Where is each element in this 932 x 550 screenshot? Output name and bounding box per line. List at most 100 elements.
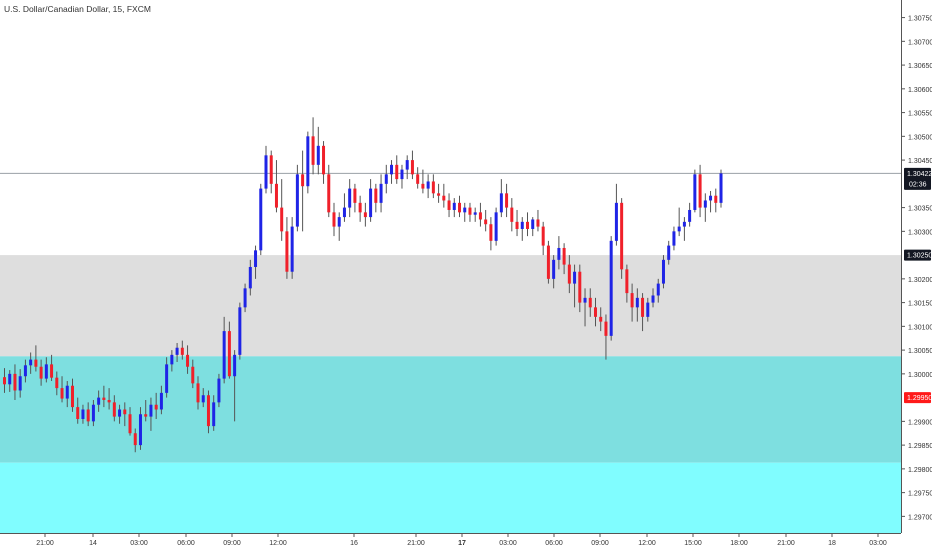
price-tag-bg [904, 392, 931, 404]
candle-body [452, 202, 456, 210]
candle-body [641, 297, 645, 317]
candle-body [86, 409, 90, 422]
candle-body [714, 195, 718, 203]
candle-body [274, 183, 278, 208]
candle-body [609, 240, 613, 336]
candle-body [489, 224, 493, 241]
candle-body [118, 409, 122, 417]
x-tick-label: 12:00 [269, 540, 287, 547]
price-tag-countdown: 02:36 [909, 181, 927, 188]
candle-body [661, 259, 665, 284]
candle-body [693, 174, 697, 210]
candle-body [254, 250, 258, 267]
candle-body [593, 307, 597, 317]
y-tick-label: 1.30750 [908, 16, 932, 23]
candle-body [81, 409, 85, 419]
candle-body [379, 183, 383, 203]
candle-body [280, 207, 284, 232]
candle-body [416, 174, 420, 184]
candle-body [285, 231, 289, 272]
candle-body [552, 259, 556, 279]
candle-body [60, 388, 64, 399]
candle-body [144, 414, 148, 417]
candle-body [458, 202, 462, 213]
candle-body [426, 181, 430, 189]
candle-body [515, 221, 519, 229]
candle-body [353, 188, 357, 203]
candle-body [29, 359, 33, 366]
candle-body [698, 174, 702, 208]
candle-body [322, 145, 326, 175]
candle-body [316, 145, 320, 165]
candle-body [238, 307, 242, 355]
candle-body [363, 212, 367, 218]
candle-body [463, 207, 467, 213]
candle-body [520, 221, 524, 229]
x-tick-label: 15:00 [684, 540, 702, 547]
candle-body [682, 221, 686, 227]
candle-body [562, 247, 566, 265]
y-tick-label: 1.29750 [908, 491, 932, 498]
x-tick-label: 17 [458, 540, 466, 547]
candle-body [400, 169, 404, 180]
price-tag: 1.29950 [904, 392, 932, 404]
candle-body [248, 266, 252, 289]
candle-body [473, 212, 477, 215]
price-tag-label: 1.29950 [907, 395, 932, 402]
candle-body [70, 385, 74, 408]
zone-rect [0, 255, 901, 357]
y-tick-label: 1.30100 [908, 324, 932, 331]
candle-body [243, 288, 247, 308]
y-tick-label: 1.30600 [908, 87, 932, 94]
y-tick-label: 1.29850 [908, 443, 932, 450]
candle-body [191, 366, 195, 384]
x-tick-label: 21:00 [36, 540, 54, 547]
candle-body [222, 331, 226, 379]
x-tick-label: 03:00 [499, 540, 517, 547]
candle-body [301, 174, 305, 187]
y-tick-label: 1.30550 [908, 111, 932, 118]
candle-body [217, 378, 221, 403]
x-tick-label: 18:00 [730, 540, 748, 547]
candle-body [65, 385, 69, 399]
candle-body [206, 395, 210, 427]
candle-body [34, 359, 38, 367]
candle-body [546, 245, 550, 279]
candle-body [567, 264, 571, 284]
candle-body [259, 188, 263, 251]
candle-body [138, 414, 142, 446]
y-tick-label: 1.30500 [908, 134, 932, 141]
candle-body [646, 302, 650, 317]
candle-body [390, 164, 394, 175]
candle-body [614, 202, 618, 241]
price-axis-bg [901, 0, 932, 550]
y-tick-label: 1.30300 [908, 229, 932, 236]
candle-body [442, 195, 446, 201]
y-tick-label: 1.30200 [908, 277, 932, 284]
candle-body [133, 433, 137, 446]
candle-body [505, 193, 509, 208]
candle-body [395, 164, 399, 180]
candle-body [91, 404, 95, 422]
x-tick-label: 12:00 [638, 540, 656, 547]
y-tick-label: 1.29700 [908, 514, 932, 521]
candle-body [332, 212, 336, 227]
candle-body [599, 316, 603, 322]
candle-body [327, 174, 331, 213]
candle-body [604, 321, 608, 336]
candle-body [688, 209, 692, 222]
candle-body [667, 245, 671, 260]
candle-body [212, 402, 216, 427]
candle-body [311, 136, 315, 165]
candle-body [201, 395, 205, 403]
y-tick-label: 1.30450 [908, 158, 932, 165]
candle-body [23, 365, 27, 377]
candle-body [186, 354, 190, 367]
x-tick-label: 09:00 [591, 540, 609, 547]
candle-body [159, 392, 163, 410]
x-tick-label: 16 [350, 540, 358, 547]
candle-body [39, 366, 43, 379]
candle-body [583, 297, 587, 303]
candle-body [484, 219, 488, 225]
